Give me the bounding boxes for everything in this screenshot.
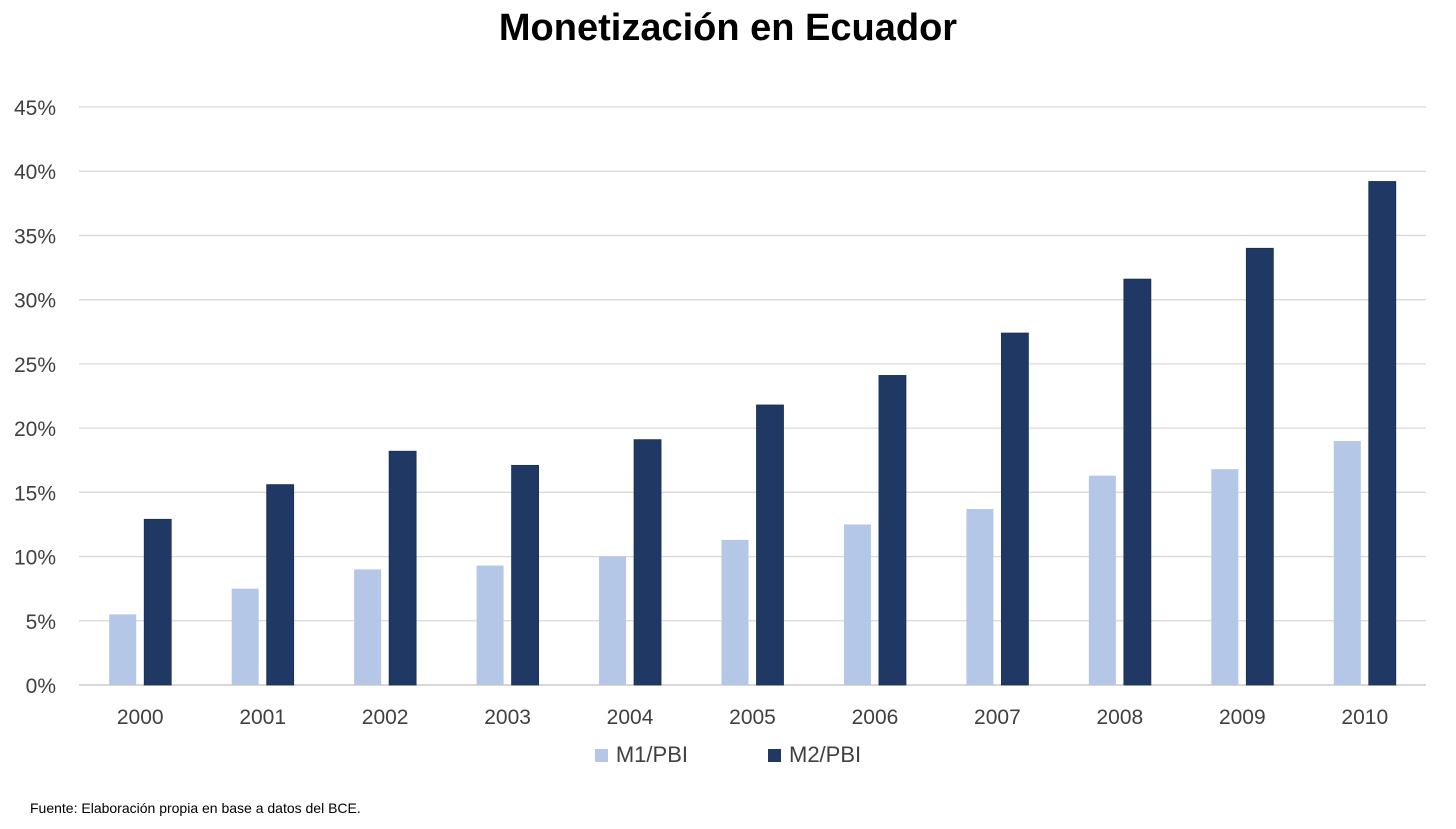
x-tick-label: 2001 (239, 706, 286, 729)
x-tick-label: 2000 (117, 706, 164, 729)
bars (109, 181, 1397, 686)
legend-label-m1: M1/PBI (615, 742, 688, 767)
chart-title: Monetización en Ecuador (498, 7, 958, 49)
x-tick-label: 2003 (484, 706, 531, 729)
bar-m1-pbi-2007 (966, 509, 994, 685)
bar-m1-pbi-2005 (721, 539, 749, 685)
legend-swatch-m2 (768, 748, 781, 762)
x-tick-label: 2006 (852, 706, 899, 729)
y-tick-label: 0% (26, 675, 56, 698)
bar-m1-pbi-2003 (476, 565, 504, 685)
bar-m2-pbi-2000 (143, 518, 172, 686)
source-note: Fuente: Elaboración propia en base a dat… (30, 800, 361, 816)
bar-m1-pbi-2002 (354, 569, 382, 685)
bar-m1-pbi-2008 (1088, 475, 1116, 685)
x-axis-ticks: 2000 2001 2002 2003 2004 2005 2006 2007 2008 2009… (117, 706, 1388, 729)
bar-m2-pbi-2004 (633, 439, 662, 686)
bar-m2-pbi-2001 (266, 484, 295, 686)
bar-m2-pbi-2008 (1123, 278, 1152, 686)
y-tick-label: 45% (14, 97, 56, 120)
y-axis-ticks: 0% 5% 10% 15% 20% 25% 30% 35% 40% 45% (14, 97, 56, 698)
bar-m2-pbi-2003 (511, 464, 539, 686)
bar-m2-pbi-2007 (1001, 332, 1029, 686)
y-tick-label: 5% (26, 611, 56, 634)
bar-m2-pbi-2002 (388, 450, 417, 686)
y-tick-label: 15% (14, 482, 56, 505)
bar-m1-pbi-2010 (1333, 440, 1361, 685)
y-tick-label: 20% (14, 418, 56, 441)
x-tick-label: 2007 (974, 706, 1021, 729)
y-tick-label: 25% (14, 354, 56, 377)
y-tick-label: 10% (14, 547, 56, 570)
x-tick-label: 2002 (362, 706, 409, 729)
legend: M1/PBI M2/PBI (0, 742, 1456, 768)
bar-m2-pbi-2009 (1245, 247, 1274, 686)
gridlines (79, 106, 1426, 686)
bar-m2-pbi-2005 (756, 404, 784, 686)
legend-label-m2: M2/PBI (789, 742, 862, 767)
bar-m1-pbi-2000 (109, 614, 137, 685)
bar-m2-pbi-2010 (1368, 181, 1397, 686)
y-tick-label: 40% (14, 161, 56, 184)
legend-item-m2: M2/PBI (768, 742, 861, 768)
x-tick-label: 2005 (729, 706, 776, 729)
x-tick-label: 2010 (1341, 706, 1388, 729)
legend-swatch-m1 (594, 748, 608, 762)
legend-item-m1: M1/PBI (594, 742, 688, 768)
bar-m1-pbi-2001 (231, 588, 259, 685)
bar-m1-pbi-2009 (1211, 469, 1239, 685)
bar-m1-pbi-2006 (843, 524, 871, 685)
y-tick-label: 35% (14, 225, 56, 248)
x-tick-label: 2008 (1097, 706, 1144, 729)
bar-m1-pbi-2004 (599, 556, 627, 685)
x-tick-label: 2009 (1219, 706, 1266, 729)
bar-m2-pbi-2006 (878, 375, 907, 686)
x-tick-label: 2004 (607, 706, 654, 729)
y-tick-label: 30% (14, 290, 56, 313)
